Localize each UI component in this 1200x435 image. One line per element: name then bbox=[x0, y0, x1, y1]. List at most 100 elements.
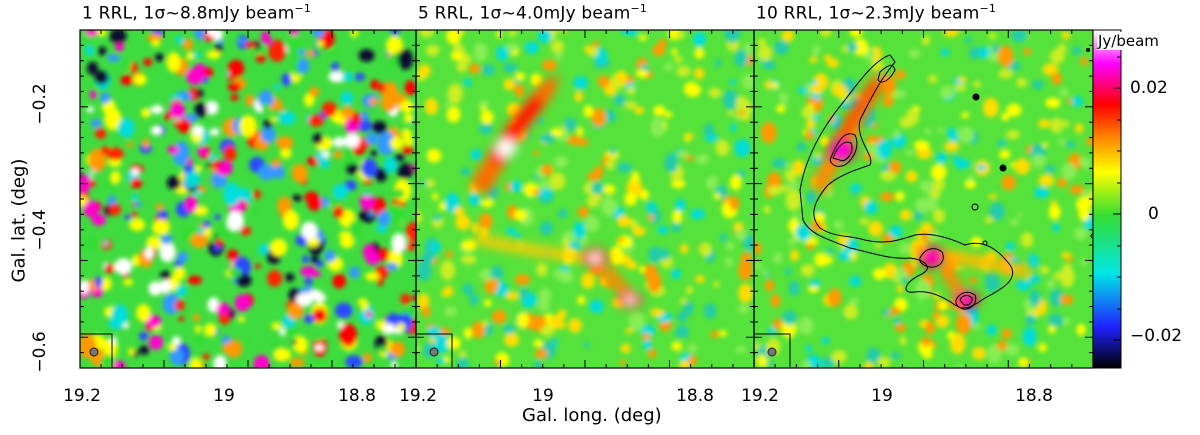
noise-blob bbox=[183, 38, 193, 51]
noise-blob bbox=[314, 334, 323, 342]
noise-blob bbox=[539, 133, 556, 144]
noise-blob bbox=[968, 46, 982, 60]
noise-blob bbox=[89, 90, 97, 99]
noise-blob bbox=[1059, 87, 1069, 97]
noise-blob bbox=[872, 268, 887, 280]
noise-blob bbox=[921, 222, 933, 233]
noise-blob bbox=[339, 231, 351, 240]
noise-blob bbox=[155, 203, 164, 211]
noise-blob bbox=[222, 342, 237, 355]
noise-blob bbox=[680, 243, 689, 254]
noise-blob bbox=[377, 131, 395, 156]
noise-blob bbox=[810, 83, 824, 95]
noise-blob bbox=[970, 236, 983, 248]
noise-blob bbox=[1050, 200, 1057, 206]
noise-blob bbox=[795, 224, 811, 242]
noise-blob bbox=[539, 221, 554, 236]
noise-blob bbox=[367, 211, 375, 217]
noise-blob bbox=[400, 293, 411, 305]
noise-blob bbox=[357, 119, 372, 132]
noise-blob bbox=[310, 255, 320, 264]
noise-blob bbox=[1061, 251, 1072, 259]
noise-blob bbox=[576, 127, 584, 137]
noise-blob bbox=[524, 41, 540, 54]
noise-blob bbox=[271, 340, 280, 349]
noise-blob bbox=[738, 261, 753, 281]
noise-blob bbox=[1087, 137, 1093, 147]
noise-blob bbox=[86, 106, 94, 113]
noise-blob bbox=[1080, 258, 1087, 266]
noise-blob bbox=[965, 36, 972, 44]
noise-blob bbox=[1078, 207, 1090, 222]
noise-blob bbox=[321, 151, 331, 158]
noise-blob bbox=[1080, 57, 1089, 66]
noise-blob bbox=[671, 222, 681, 233]
noise-blob bbox=[461, 254, 477, 265]
noise-blob bbox=[785, 267, 792, 276]
noise-blob bbox=[653, 105, 666, 117]
noise-blob bbox=[94, 128, 107, 139]
noise-blob bbox=[874, 242, 883, 249]
noise-blob bbox=[930, 164, 947, 181]
noise-blob bbox=[988, 193, 997, 199]
noise-blob bbox=[389, 188, 405, 199]
noise-blob bbox=[943, 30, 960, 37]
noise-blob bbox=[609, 147, 617, 156]
noise-blob bbox=[877, 356, 891, 368]
noise-blob bbox=[671, 268, 681, 280]
noise-blob bbox=[196, 89, 204, 98]
noise-blob bbox=[359, 192, 375, 211]
noise-blob bbox=[114, 258, 132, 275]
noise-blob bbox=[539, 188, 553, 198]
noise-blob bbox=[244, 41, 256, 49]
noise-blob bbox=[214, 214, 221, 220]
noise-blob bbox=[160, 270, 172, 280]
noise-blob bbox=[740, 288, 752, 302]
noise-blob bbox=[333, 205, 344, 219]
noise-blob bbox=[955, 313, 972, 335]
noise-blob bbox=[290, 30, 299, 37]
noise-blob bbox=[365, 311, 373, 318]
noise-blob bbox=[1009, 219, 1020, 226]
noise-blob bbox=[192, 124, 204, 136]
noise-blob bbox=[605, 157, 615, 170]
noise-blob bbox=[173, 120, 182, 127]
noise-blob bbox=[105, 263, 114, 274]
noise-blob bbox=[533, 150, 540, 156]
noise-blob bbox=[391, 233, 406, 253]
noise-blob bbox=[671, 48, 678, 56]
noise-blob bbox=[440, 260, 456, 281]
noise-blob bbox=[989, 202, 1005, 221]
noise-blob bbox=[1032, 79, 1044, 90]
noise-blob bbox=[160, 234, 173, 245]
x-tick-label: 19.2 bbox=[63, 386, 101, 406]
noise-blob bbox=[1016, 212, 1024, 218]
noise-blob bbox=[94, 70, 109, 85]
noise-blob bbox=[889, 307, 901, 315]
noise-blob bbox=[390, 136, 404, 150]
noise-blob bbox=[877, 139, 892, 160]
noise-blob bbox=[958, 126, 974, 144]
noise-blob bbox=[463, 327, 473, 339]
noise-blob bbox=[324, 249, 336, 263]
noise-blob bbox=[273, 84, 281, 90]
noise-blob bbox=[690, 208, 706, 220]
noise-blob bbox=[1060, 120, 1071, 127]
noise-blob bbox=[335, 115, 346, 125]
noise-blob bbox=[496, 45, 509, 62]
noise-blob bbox=[245, 94, 255, 107]
noise-blob bbox=[434, 334, 450, 354]
noise-blob bbox=[805, 344, 812, 353]
noise-blob bbox=[832, 84, 848, 98]
noise-blob bbox=[763, 205, 771, 214]
noise-blob bbox=[205, 100, 219, 115]
noise-blob bbox=[386, 35, 403, 56]
noise-blob bbox=[973, 81, 982, 88]
noise-blob bbox=[583, 342, 591, 348]
noise-blob bbox=[628, 311, 645, 331]
noise-blob bbox=[959, 159, 971, 169]
noise-blob bbox=[284, 326, 298, 338]
noise-blob bbox=[699, 242, 712, 257]
noise-blob bbox=[319, 196, 330, 208]
